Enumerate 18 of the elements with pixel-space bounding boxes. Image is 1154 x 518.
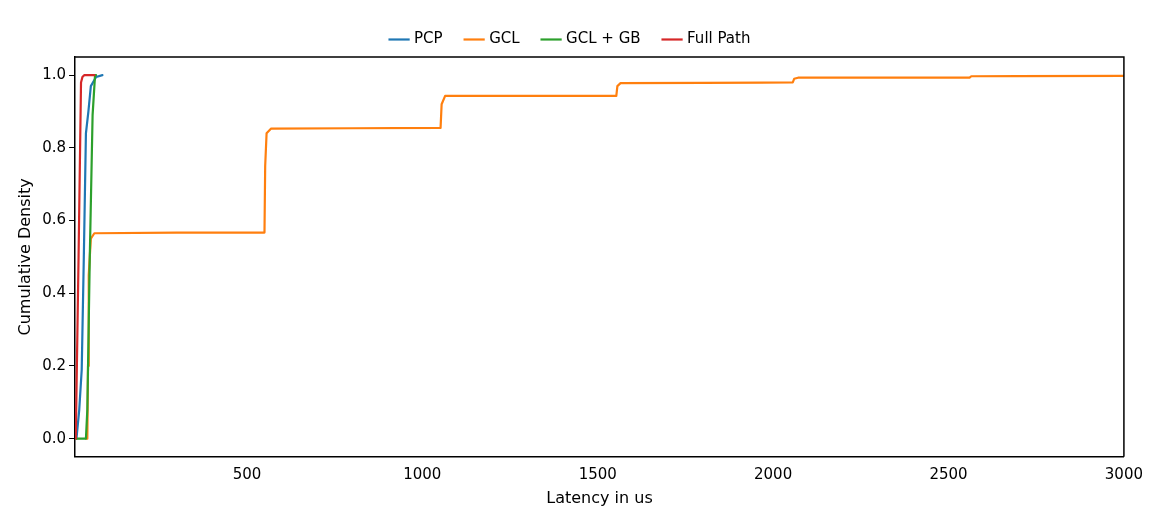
- y-axis-title: Cumulative Density: [14, 178, 34, 336]
- legend-label: GCL: [489, 29, 521, 48]
- x-axis-title: Latency in us: [546, 487, 653, 507]
- y-tick-label: 0.2: [42, 355, 67, 374]
- x-tick-label: 3000: [1104, 464, 1144, 483]
- legend-label: PCP: [414, 29, 443, 48]
- x-tick-label: 1000: [403, 464, 442, 483]
- y-tick-label: 0.4: [42, 283, 67, 302]
- x-tick-label: 2500: [929, 464, 968, 483]
- x-tick-label: 500: [232, 464, 262, 483]
- x-tick-label: 1500: [578, 464, 617, 483]
- legend-label: Full Path: [687, 29, 751, 48]
- y-tick-label: 0.6: [42, 210, 67, 229]
- y-tick-label: 1.0: [42, 65, 67, 84]
- y-tick-label: 0.0: [42, 428, 67, 447]
- x-tick-label: 2000: [754, 464, 793, 483]
- legend-label: GCL + GB: [566, 29, 641, 48]
- y-tick-label: 0.8: [42, 137, 67, 156]
